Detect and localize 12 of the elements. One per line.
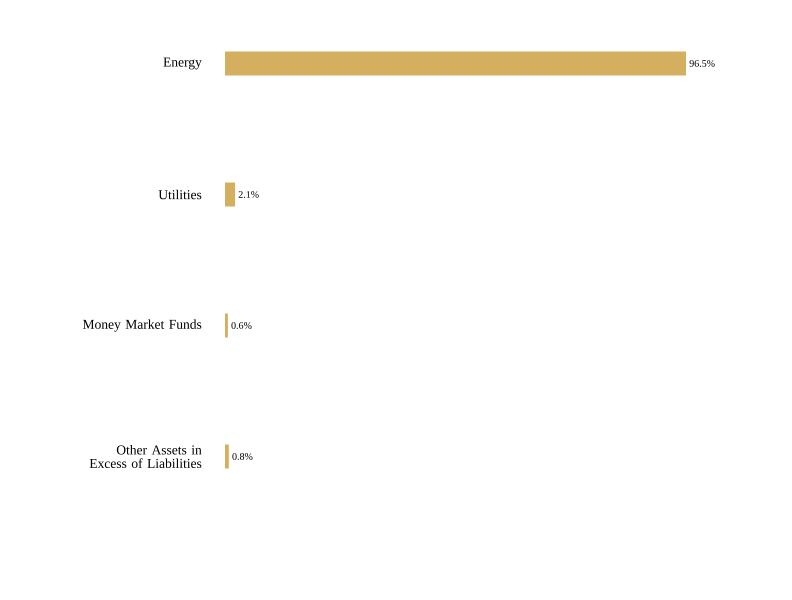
bar [225, 444, 229, 469]
data-label: 0.6% [231, 322, 252, 329]
data-label: 0.8% [232, 453, 253, 460]
data-label: 96.5% [690, 60, 715, 67]
bar [225, 52, 686, 76]
y-tick-label: Other Assets in Excess of Liabilities [90, 445, 202, 468]
data-label: 2.1% [238, 191, 259, 198]
y-tick-label: Utilities [158, 190, 202, 200]
y-tick-label: Money Market Funds [82, 319, 202, 332]
bar [225, 182, 236, 206]
bar [225, 314, 228, 338]
y-tick-label: Energy [163, 58, 202, 70]
